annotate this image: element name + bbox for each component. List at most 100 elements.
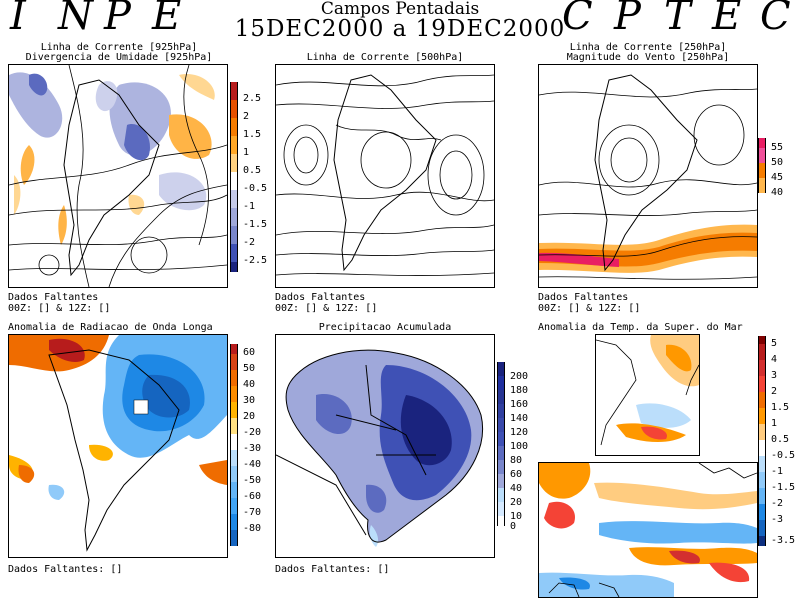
p3-legend-1: 50 xyxy=(771,157,784,168)
p4-legend-5: -20 xyxy=(243,427,262,438)
p1-continent-outline xyxy=(63,79,160,277)
p3-note-1: Dados Faltantes xyxy=(538,292,629,303)
p3-title-1: Linha de Corrente [250hPa] xyxy=(569,42,727,53)
p4-legend-9: -60 xyxy=(243,491,262,502)
p4-olr-fill xyxy=(9,335,227,500)
p2-title-1: Linha de Corrente [500hPa] xyxy=(306,52,464,63)
p4-legend-6: -30 xyxy=(243,443,262,454)
p1-legend-9: -2.5 xyxy=(243,255,268,266)
p4-legend-7: -40 xyxy=(243,459,262,470)
p5-legend-1: 180 xyxy=(510,385,529,396)
p5-map xyxy=(275,334,495,558)
p3-streamlines xyxy=(539,88,757,280)
p5-legend-5: 100 xyxy=(510,441,529,452)
period-title: 15DEC2000 a 19DEC2000 xyxy=(234,16,566,42)
p4-note-1: Dados Faltantes: [] xyxy=(8,564,123,575)
p1-streamlines xyxy=(9,65,227,287)
p6-legend-1: 4 xyxy=(771,354,778,365)
p1-legend-8: -2 xyxy=(243,237,256,248)
p6-legend-7: -0.5 xyxy=(771,450,796,461)
p5-legend-8: 40 xyxy=(510,483,523,494)
p6-title-1: Anomalia da Temp. da Super. do Mar xyxy=(538,322,743,333)
p6-pacific-coast xyxy=(548,463,757,597)
p1-divergence-fill xyxy=(9,72,215,245)
p5-legend-4: 120 xyxy=(510,427,529,438)
inpe-letter-p: P xyxy=(104,0,131,39)
p6-legend-3: 2 xyxy=(771,386,778,397)
p2-streamlines xyxy=(276,74,494,276)
p4-legend-8: -50 xyxy=(243,475,262,486)
p6-legend-11: -3 xyxy=(771,514,784,525)
p1-map xyxy=(8,64,228,288)
p1-legend-5: -0.5 xyxy=(243,183,268,194)
p5-legend-6: 80 xyxy=(510,455,523,466)
p1-legend-2: 1.5 xyxy=(243,129,262,140)
p1-title-1: Linha de Corrente [925hPa] xyxy=(40,42,198,53)
p6-legend-6: 0.5 xyxy=(771,434,790,445)
p1-note-2: 00Z: [] & 12Z: [] xyxy=(8,303,111,314)
p3-continent-outline xyxy=(594,74,698,272)
p6-atlantic-map xyxy=(595,334,700,456)
p6-legend-0: 5 xyxy=(771,338,778,349)
p3-legend-0: 55 xyxy=(771,142,784,153)
inpe-letter-n: N xyxy=(58,0,93,39)
p4-map xyxy=(8,334,228,558)
p1-title-2: Divergencia de Umidade [925hPa] xyxy=(25,52,213,63)
p5-legend-10: 10 xyxy=(510,511,523,522)
cptec-letter-e: E xyxy=(712,0,742,39)
p4-legend-3: 30 xyxy=(243,395,256,406)
p4-legend-11: -80 xyxy=(243,523,262,534)
p5-note-1: Dados Faltantes: [] xyxy=(275,564,390,575)
p4-continent-outline xyxy=(48,349,180,552)
p6-legend-5: 1 xyxy=(771,418,778,429)
p4-title-1: Anomalia de Radiacao de Onda Longa xyxy=(8,322,213,333)
p1-legend-4: 0.5 xyxy=(243,165,262,176)
p4-legend-10: -70 xyxy=(243,507,262,518)
p5-title-1: Precipitacao Acumulada xyxy=(318,322,452,333)
p1-legend-6: -1 xyxy=(243,201,256,212)
p2-note-2: 00Z: [] & 12Z: [] xyxy=(275,303,378,314)
p1-legend-0: 2.5 xyxy=(243,93,262,104)
p4-legend-2: 40 xyxy=(243,379,256,390)
p6-pacific-map xyxy=(538,462,758,598)
p6-legend-8: -1 xyxy=(771,466,784,477)
p1-legend-3: 1 xyxy=(243,147,250,158)
p6-atlantic-coast xyxy=(596,339,699,446)
p6-legend-2: 3 xyxy=(771,370,778,381)
p4-legend-4: 20 xyxy=(243,411,256,422)
p3-note-2: 00Z: [] & 12Z: [] xyxy=(538,303,641,314)
cptec-letter-t: T xyxy=(664,0,691,39)
p6-legend-10: -2 xyxy=(771,498,784,509)
p3-map xyxy=(538,64,758,288)
p6-legend-12: -3.5 xyxy=(771,535,796,546)
p3-jet-fill xyxy=(539,224,757,273)
p4-legend-0: 60 xyxy=(243,347,256,358)
p5-legend-3: 140 xyxy=(510,413,529,424)
p2-map xyxy=(275,64,495,288)
p6-atlantic-fill xyxy=(616,335,699,442)
p5-legend-11: 0 xyxy=(510,521,517,532)
p5-brazil-outline xyxy=(276,349,483,543)
cptec-letter-p: P xyxy=(614,0,641,39)
p5-legend-7: 60 xyxy=(510,469,523,480)
p3-legend-3: 40 xyxy=(771,187,784,198)
p1-note-1: Dados Faltantes xyxy=(8,292,99,303)
p2-continent-outline xyxy=(333,74,437,272)
p5-legend-9: 20 xyxy=(510,497,523,508)
p4-legend-1: 50 xyxy=(243,363,256,374)
p1-legend-7: -1.5 xyxy=(243,219,268,230)
p5-legend-0: 200 xyxy=(510,371,529,382)
p3-legend-2: 45 xyxy=(771,172,784,183)
p3-title-2: Magnitude do Vento [250hPa] xyxy=(566,52,730,63)
p6-legend-4: 1.5 xyxy=(771,402,790,413)
page-title: Campos Pentadais xyxy=(320,0,480,19)
cptec-letter-c2: C xyxy=(760,0,791,39)
p6-legend-9: -1.5 xyxy=(771,482,796,493)
p6-pacific-fill xyxy=(539,463,757,597)
p5-precip-fill xyxy=(286,350,483,547)
p2-note-1: Dados Faltantes xyxy=(275,292,366,303)
p1-legend-1: 2 xyxy=(243,111,250,122)
p5-legend-2: 160 xyxy=(510,399,529,410)
inpe-letter-e: E xyxy=(152,0,182,39)
cptec-letter-c1: C xyxy=(562,0,593,39)
